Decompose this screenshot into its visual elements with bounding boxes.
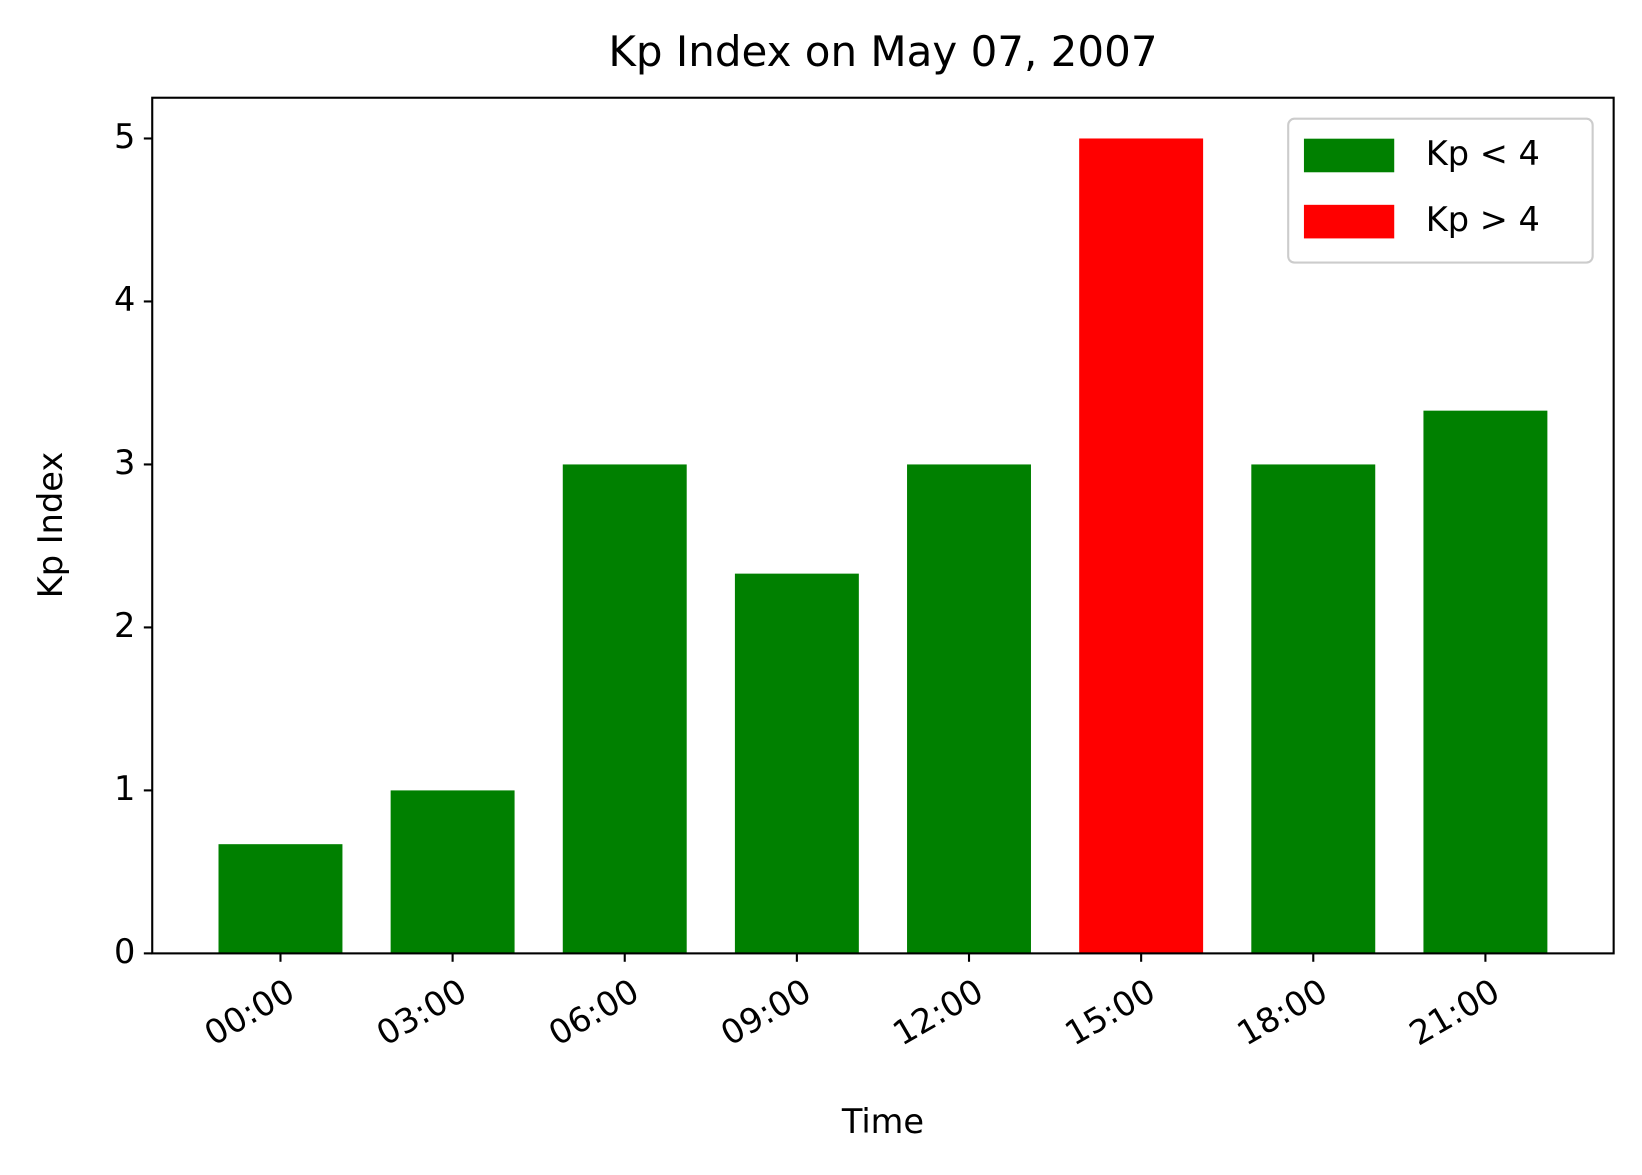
y-axis-label: Kp Index: [31, 452, 70, 598]
legend-swatch: [1303, 204, 1395, 239]
bar: [218, 844, 343, 954]
y-tick-label: 2: [114, 606, 135, 645]
bar: [1079, 138, 1204, 954]
y-tick-label: 1: [114, 769, 135, 808]
legend-label: Kp < 4: [1426, 134, 1540, 173]
bar: [1423, 410, 1548, 954]
bar: [907, 464, 1031, 954]
chart-title: Kp Index on May 07, 2007: [608, 27, 1157, 76]
legend-swatch: [1303, 138, 1395, 173]
legend-label: Kp > 4: [1426, 200, 1540, 239]
bar: [390, 790, 515, 954]
plot-frame: [151, 96, 1615, 955]
y-tick-label: 3: [114, 443, 135, 482]
y-tick-label: 0: [114, 932, 135, 971]
y-tick-label: 5: [114, 117, 135, 156]
bar: [1251, 464, 1376, 954]
y-tick-label: 4: [114, 280, 135, 319]
x-axis-label: Time: [841, 1102, 924, 1141]
bar: [562, 464, 687, 954]
bar: [734, 573, 859, 954]
